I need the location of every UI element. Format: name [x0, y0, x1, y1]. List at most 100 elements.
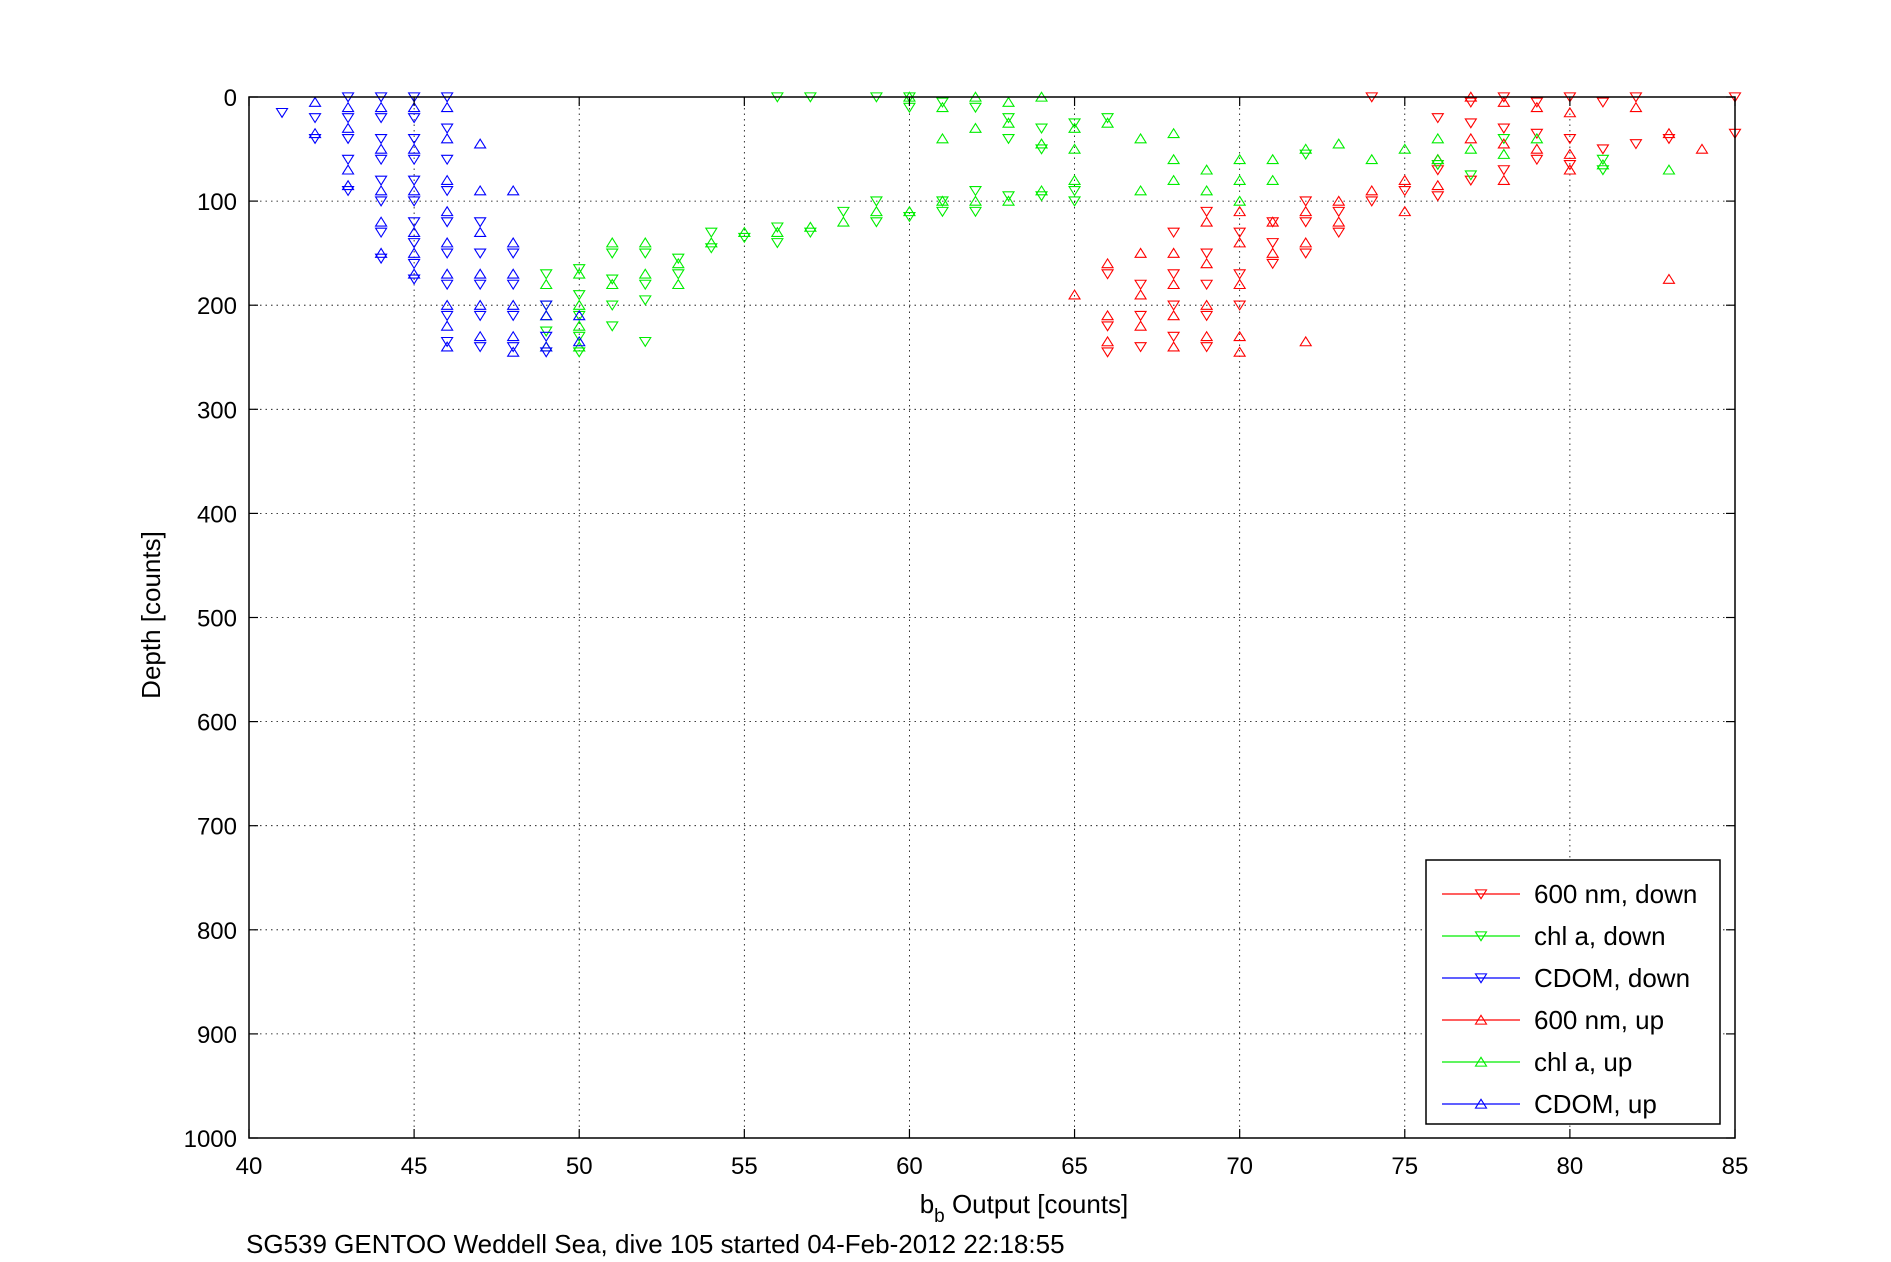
data-point — [1101, 269, 1115, 280]
data-point — [1233, 300, 1247, 311]
data-point — [1398, 174, 1412, 185]
data-point — [1497, 96, 1511, 107]
data-point — [1134, 289, 1148, 300]
legend-marker — [1474, 1014, 1488, 1025]
x-axis-label-b: b — [920, 1189, 934, 1219]
data-point — [935, 206, 949, 218]
legend: 600 nm, down chl a, down CDOM, down 600 nm,… — [1425, 859, 1721, 1125]
data-point — [1068, 143, 1082, 154]
x-tick-label: 70 — [1226, 1153, 1253, 1180]
data-point — [1200, 184, 1214, 196]
data-point — [1596, 144, 1610, 155]
data-point — [1596, 97, 1610, 108]
data-point — [1167, 309, 1181, 321]
data-point — [374, 143, 388, 154]
legend-marker — [1474, 1098, 1488, 1109]
legend-label: chl a, down — [1534, 921, 1666, 951]
data-point — [407, 238, 421, 249]
data-point — [1266, 174, 1280, 185]
data-point — [1596, 165, 1610, 176]
data-point — [473, 330, 487, 342]
data-point — [473, 138, 487, 149]
data-point — [1101, 113, 1115, 124]
data-point — [572, 320, 586, 331]
data-point — [1497, 133, 1511, 145]
data-point — [638, 279, 652, 291]
data-point — [1200, 342, 1214, 353]
data-point — [638, 248, 652, 259]
data-point — [1431, 132, 1445, 144]
data-point — [572, 309, 586, 321]
data-point — [506, 346, 520, 357]
data-point — [1299, 237, 1313, 248]
data-point — [473, 299, 487, 310]
data-point — [506, 237, 520, 248]
x-tick-label: 60 — [896, 1153, 923, 1180]
data-point — [440, 248, 454, 259]
data-point — [902, 205, 916, 217]
data-point — [1134, 279, 1148, 291]
data-point — [605, 237, 619, 248]
data-point — [1332, 216, 1346, 227]
data-point — [1266, 153, 1280, 165]
data-point — [440, 217, 454, 228]
data-point — [1563, 164, 1577, 175]
grid-lines — [249, 97, 1735, 1138]
data-point — [836, 216, 850, 227]
data-point — [1563, 148, 1577, 159]
data-point — [1035, 144, 1049, 155]
data-point — [1464, 97, 1478, 108]
legend-label: CDOM, up — [1534, 1089, 1657, 1119]
data-point — [1200, 330, 1214, 342]
data-point — [1200, 310, 1214, 322]
data-point — [1134, 247, 1148, 258]
data-point — [1299, 205, 1313, 217]
data-point — [1332, 227, 1346, 239]
data-point — [407, 268, 421, 279]
series-markers — [1068, 91, 1709, 357]
data-point — [506, 268, 520, 279]
data-point — [1266, 247, 1280, 258]
data-point — [1299, 217, 1313, 228]
data-point — [1200, 206, 1214, 218]
data-point — [1134, 132, 1148, 144]
data-point — [1365, 184, 1379, 196]
data-point — [1068, 186, 1082, 197]
data-point — [572, 335, 586, 347]
data-point — [1266, 258, 1280, 270]
data-point — [1200, 299, 1214, 310]
data-point — [1530, 154, 1544, 166]
data-point — [341, 154, 355, 166]
data-point — [1068, 289, 1082, 300]
data-point — [1431, 179, 1445, 191]
data-point — [1101, 321, 1115, 332]
data-point — [1167, 227, 1181, 239]
data-point — [869, 196, 883, 207]
data-point — [473, 310, 487, 322]
data-point — [440, 123, 454, 134]
data-point — [1002, 113, 1016, 124]
data-point — [1563, 133, 1577, 145]
data-point — [1233, 269, 1247, 280]
data-point — [539, 269, 553, 280]
data-point — [407, 113, 421, 124]
data-point — [341, 122, 355, 133]
data-point — [1398, 205, 1412, 217]
data-point — [1464, 132, 1478, 144]
data-point — [1233, 330, 1247, 342]
data-point — [1002, 191, 1016, 202]
data-point — [275, 107, 289, 119]
data-point — [1233, 278, 1247, 290]
data-point — [1167, 300, 1181, 311]
data-point — [1431, 159, 1445, 171]
data-point — [1365, 196, 1379, 207]
data-point — [341, 186, 355, 197]
data-point — [539, 331, 553, 343]
data-point — [539, 300, 553, 311]
data-point — [803, 227, 817, 239]
data-point — [1332, 195, 1346, 206]
data-point — [440, 237, 454, 248]
y-tick-label: 300 — [197, 397, 237, 424]
y-tick-label: 100 — [197, 189, 237, 216]
